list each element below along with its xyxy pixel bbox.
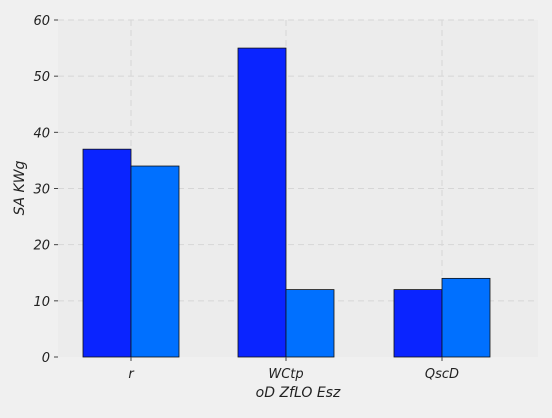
x-tick-label: QscD bbox=[425, 367, 459, 382]
bar-series2-WCtp bbox=[285, 289, 335, 358]
bar-series1-QscD bbox=[393, 289, 443, 358]
y-tick-label: 50 bbox=[33, 70, 50, 85]
x-axis-ticks: r WCtp QscD bbox=[128, 357, 459, 382]
bar-series1-r bbox=[82, 148, 132, 358]
x-tick-label: r bbox=[128, 367, 135, 382]
x-axis-label: oD ZfLO Esz bbox=[256, 385, 341, 401]
x-tick-label: WCtp bbox=[268, 367, 303, 382]
y-tick-label: 60 bbox=[33, 14, 50, 29]
bar-series2-QscD bbox=[441, 277, 491, 358]
y-axis-label: SA KWg bbox=[12, 160, 28, 215]
y-tick-label: 40 bbox=[33, 126, 50, 141]
y-tick-label: 0 bbox=[42, 351, 50, 366]
bars bbox=[82, 47, 491, 358]
y-tick-label: 30 bbox=[33, 183, 50, 198]
bar-series2-r bbox=[130, 165, 180, 358]
y-tick-label: 20 bbox=[33, 239, 50, 254]
y-axis-ticks: 0 10 20 30 40 50 60 bbox=[33, 14, 58, 366]
bar-series1-WCtp bbox=[237, 47, 287, 358]
y-tick-label: 10 bbox=[33, 295, 50, 310]
